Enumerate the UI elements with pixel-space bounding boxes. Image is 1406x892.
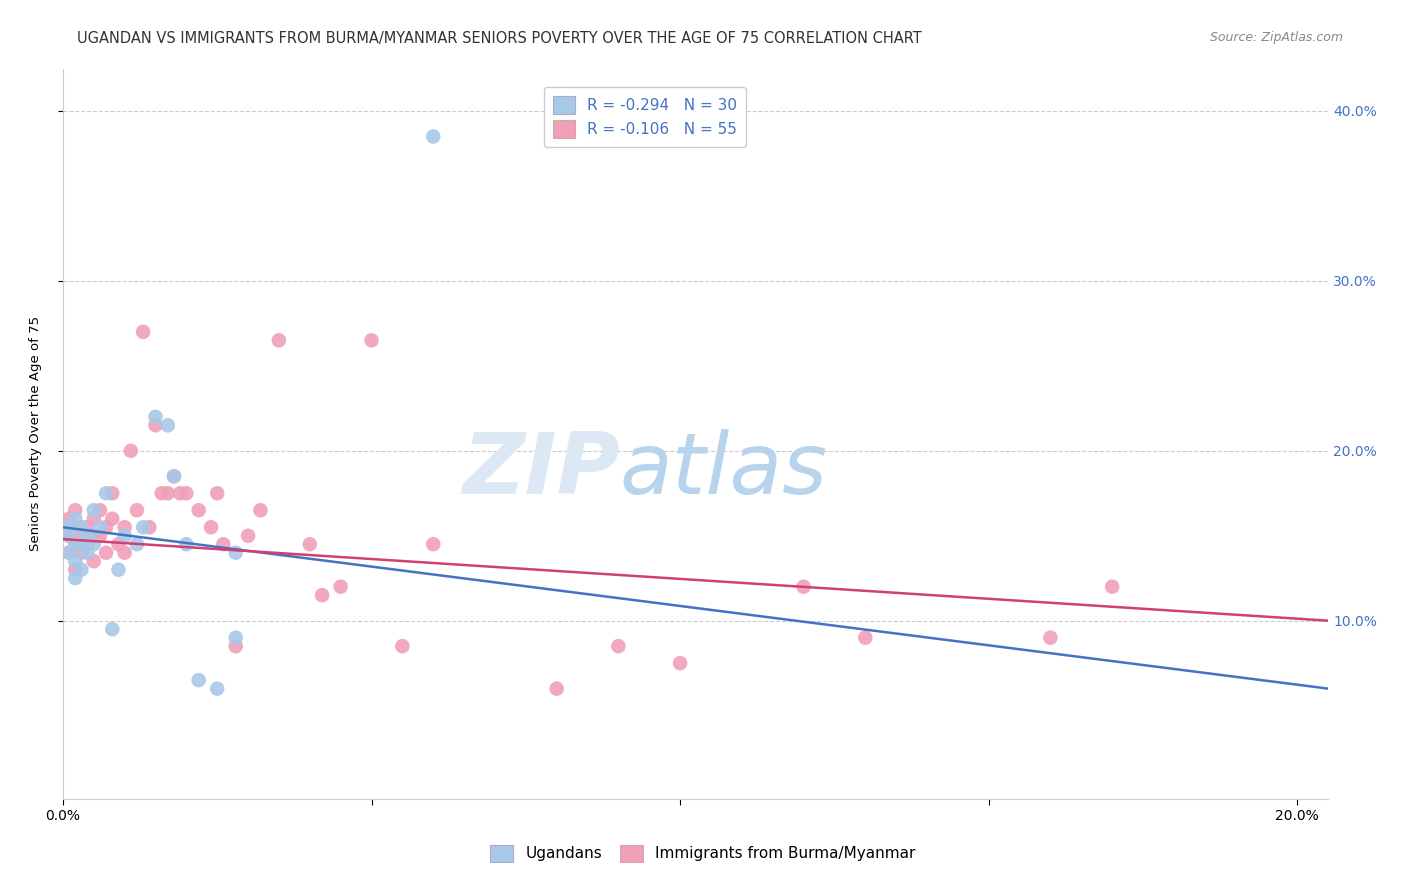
Point — [94, 520, 117, 534]
Point — [145, 409, 167, 424]
Point — [65, 537, 87, 551]
Point — [65, 563, 87, 577]
Point — [83, 503, 105, 517]
Point — [298, 537, 321, 551]
Text: UGANDAN VS IMMIGRANTS FROM BURMA/MYANMAR SENIORS POVERTY OVER THE AGE OF 75 CORR: UGANDAN VS IMMIGRANTS FROM BURMA/MYANMAR… — [77, 31, 922, 46]
Point — [65, 503, 87, 517]
Point — [65, 512, 87, 526]
Point — [391, 639, 413, 653]
Point — [101, 486, 124, 500]
Point — [125, 503, 148, 517]
Legend: R = -0.294   N = 30, R = -0.106   N = 55: R = -0.294 N = 30, R = -0.106 N = 55 — [544, 87, 747, 147]
Point — [1101, 580, 1123, 594]
Point — [94, 546, 117, 560]
Point — [114, 546, 136, 560]
Point — [65, 571, 87, 585]
Point — [169, 486, 191, 500]
Point — [360, 334, 382, 348]
Point — [70, 520, 93, 534]
Point — [114, 520, 136, 534]
Point — [58, 529, 80, 543]
Point — [311, 588, 333, 602]
Point — [70, 563, 93, 577]
Point — [76, 520, 98, 534]
Point — [156, 418, 179, 433]
Point — [546, 681, 568, 696]
Point — [236, 529, 259, 543]
Point — [89, 520, 111, 534]
Point — [89, 529, 111, 543]
Point — [89, 503, 111, 517]
Point — [58, 546, 80, 560]
Point — [83, 512, 105, 526]
Text: ZIP: ZIP — [463, 429, 620, 512]
Point — [163, 469, 186, 483]
Point — [200, 520, 222, 534]
Point — [267, 334, 290, 348]
Point — [187, 673, 209, 687]
Point — [145, 418, 167, 433]
Point — [114, 529, 136, 543]
Point — [70, 537, 93, 551]
Point — [83, 537, 105, 551]
Point — [94, 486, 117, 500]
Point — [70, 520, 93, 534]
Point — [65, 554, 87, 568]
Point — [607, 639, 630, 653]
Point — [225, 639, 247, 653]
Point — [120, 443, 142, 458]
Y-axis label: Seniors Poverty Over the Age of 75: Seniors Poverty Over the Age of 75 — [30, 317, 42, 551]
Point — [58, 529, 80, 543]
Legend: Ugandans, Immigrants from Burma/Myanmar: Ugandans, Immigrants from Burma/Myanmar — [484, 838, 922, 868]
Point — [138, 520, 160, 534]
Point — [205, 681, 228, 696]
Point — [58, 512, 80, 526]
Text: Source: ZipAtlas.com: Source: ZipAtlas.com — [1209, 31, 1343, 45]
Point — [83, 529, 105, 543]
Point — [70, 529, 93, 543]
Point — [70, 546, 93, 560]
Point — [125, 537, 148, 551]
Point — [212, 537, 235, 551]
Point — [76, 529, 98, 543]
Point — [669, 656, 692, 670]
Point — [249, 503, 271, 517]
Point — [205, 486, 228, 500]
Text: atlas: atlas — [620, 429, 828, 512]
Point — [76, 537, 98, 551]
Point — [65, 520, 87, 534]
Point — [132, 520, 155, 534]
Point — [853, 631, 876, 645]
Point — [225, 546, 247, 560]
Point — [163, 469, 186, 483]
Point — [58, 546, 80, 560]
Point — [793, 580, 815, 594]
Point — [65, 537, 87, 551]
Point — [58, 520, 80, 534]
Point — [107, 563, 129, 577]
Point — [422, 537, 444, 551]
Point — [1039, 631, 1062, 645]
Point — [422, 129, 444, 144]
Point — [176, 537, 198, 551]
Point — [156, 486, 179, 500]
Point — [187, 503, 209, 517]
Point — [83, 554, 105, 568]
Point — [107, 537, 129, 551]
Point — [101, 512, 124, 526]
Point — [132, 325, 155, 339]
Point — [76, 546, 98, 560]
Point — [176, 486, 198, 500]
Point — [329, 580, 352, 594]
Point — [225, 631, 247, 645]
Point — [101, 622, 124, 636]
Point — [150, 486, 173, 500]
